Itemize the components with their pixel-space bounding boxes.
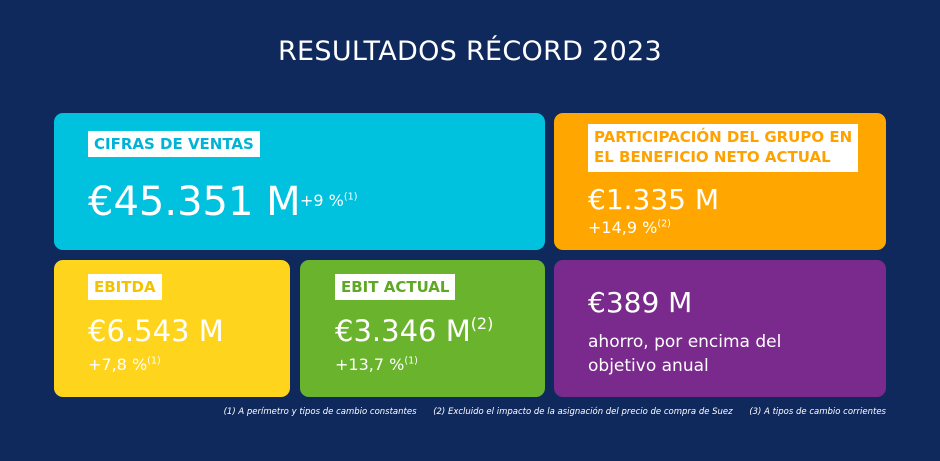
title: RESULTADOS RÉCORD 2023 [277, 36, 663, 67]
change: +13,7 % [335, 355, 405, 374]
card-value: €1.335 M [588, 183, 719, 216]
change: +7,8 % [88, 355, 148, 374]
card-sales: CIFRAS DE VENTAS €45.351 M +9 %(1) [54, 113, 545, 250]
card-net-income: PARTICIPACIÓN DEL GRUPO EN EL BENEFICIO N… [554, 113, 886, 250]
footnotes: (1) A perímetro y tipos de cambio consta… [0, 407, 886, 417]
card-label: PARTICIPACIÓN DEL GRUPO EN EL BENEFICIO N… [588, 124, 859, 172]
change: +14,9 % [588, 218, 658, 237]
card-label: EBIT ACTUAL [335, 274, 456, 300]
note: (2) [657, 218, 671, 230]
card-savings: €389 M ahorro, por encima del objetivo an… [554, 260, 886, 397]
card-value: €6.543 M [88, 314, 224, 348]
note: (1) [343, 191, 358, 203]
label-line: PARTICIPACIÓN DEL GRUPO EN [594, 128, 853, 146]
note: (2) [470, 314, 494, 334]
footnote: (3) A tipos de cambio corrientes [749, 407, 886, 417]
card-change: +7,8 %(1) [88, 355, 161, 374]
label-line: EBIT ACTUAL [341, 278, 450, 296]
note: (1) [147, 355, 161, 367]
label-line: EL BENEFICIO NETO ACTUAL [594, 148, 831, 166]
note: (1) [404, 355, 418, 367]
card-description: ahorro, por encima del objetivo anual [588, 330, 781, 378]
description-line: objetivo anual [588, 356, 709, 376]
description-line: ahorro, por encima del [588, 332, 782, 352]
card-value: €3.346 M(2) [335, 314, 493, 348]
card-value: €45.351 M [88, 179, 301, 225]
card-change: +13,7 %(1) [335, 355, 418, 374]
value: €45.351 M [88, 179, 301, 225]
label-line: CIFRAS DE VENTAS [94, 135, 254, 153]
value: €6.543 M [88, 314, 224, 348]
card-value: €389 M [588, 286, 692, 319]
value: €389 M [588, 286, 693, 319]
value: €1.335 M [588, 183, 720, 216]
card-ebit: EBIT ACTUAL €3.346 M(2) +13,7 %(1) [300, 260, 545, 397]
value: €3.346 M [335, 314, 471, 348]
label-line: EBITDA [94, 278, 156, 296]
footnote: (2) Excluido el impacto de la asignación… [433, 407, 733, 417]
card-change: +9 %(1) [300, 191, 357, 210]
card-change: +14,9 %(2) [588, 218, 671, 237]
change: +9 % [300, 191, 344, 210]
card-ebitda: EBITDA €6.543 M +7,8 %(1) [54, 260, 290, 397]
footnote: (1) A perímetro y tipos de cambio consta… [223, 407, 417, 417]
card-label: CIFRAS DE VENTAS [88, 131, 260, 157]
card-label: EBITDA [88, 274, 162, 300]
